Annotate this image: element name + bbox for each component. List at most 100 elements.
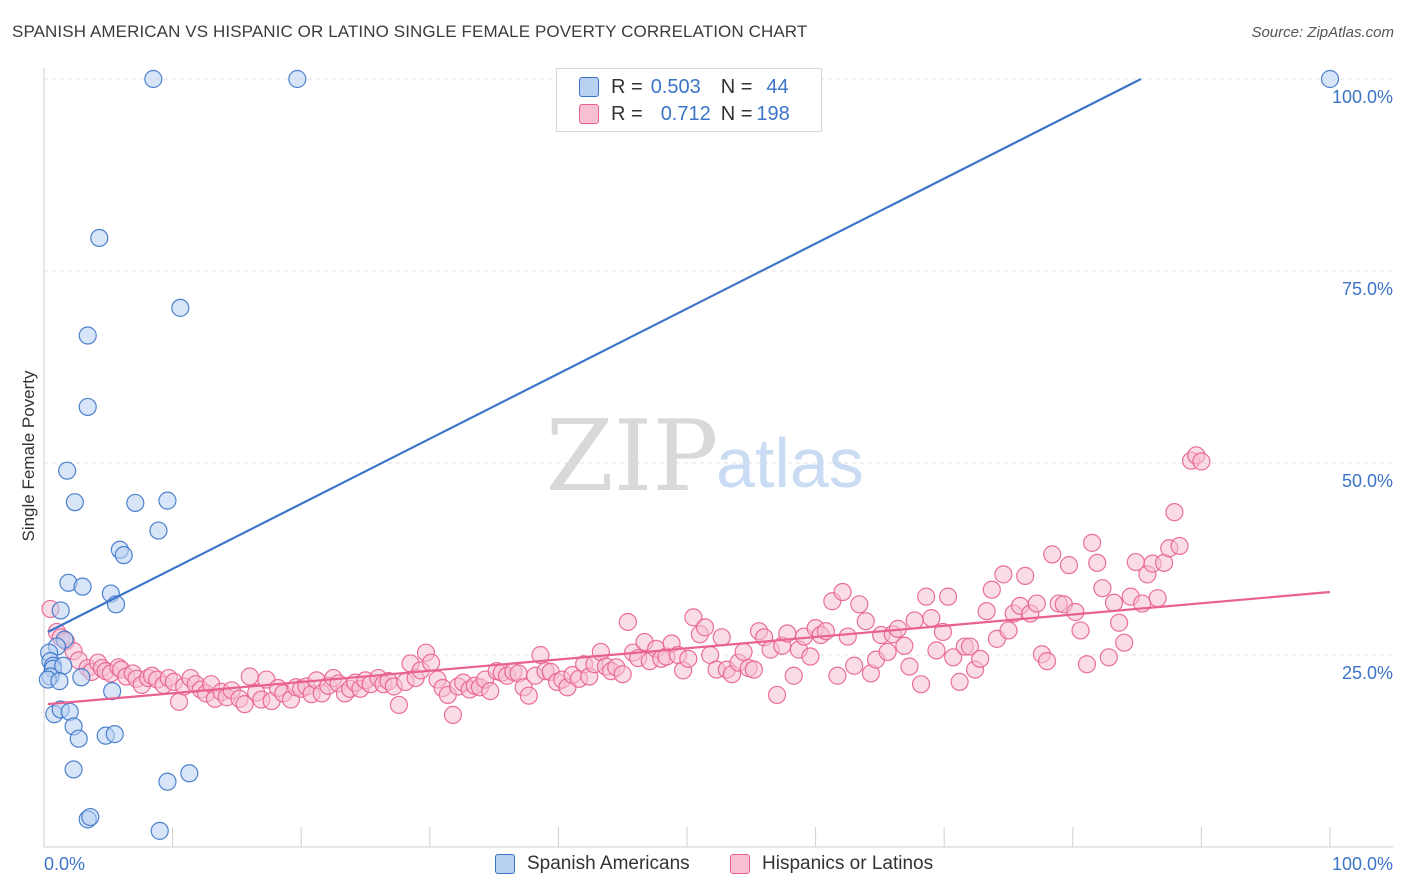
hispanics-point: [900, 657, 919, 676]
spanish-americans-point: [58, 461, 77, 480]
hispanics-trendline: [47, 590, 1331, 706]
legend-row-blue: R = 0.503 N = 44: [579, 74, 789, 100]
spanish-americans-point: [65, 493, 84, 512]
chart-title: SPANISH AMERICAN VS HISPANIC OR LATINO S…: [12, 22, 808, 41]
hispanics-point: [1066, 602, 1085, 622]
legend-n-pink: 198: [756, 102, 790, 125]
hispanics-point: [1037, 652, 1057, 671]
spanish-americans-point: [78, 326, 97, 345]
watermark: ZIP atlas: [546, 400, 864, 514]
correlation-legend: R = 0.503 N = 44 R = 0.712 N = 198: [556, 68, 822, 132]
hispanics-point: [845, 656, 864, 675]
hispanics-point: [895, 636, 914, 655]
spanish-americans-point: [69, 729, 88, 748]
hispanics-point: [531, 645, 550, 665]
legend-r-label: R =: [611, 102, 643, 125]
hispanics-point: [833, 582, 852, 602]
hispanics-point: [744, 660, 763, 679]
hispanics-point: [443, 705, 463, 725]
hispanics-point: [878, 642, 897, 662]
legend-n-label: N =: [720, 102, 753, 125]
spanish-americans-point: [158, 772, 177, 791]
spanish-americans-point: [72, 668, 91, 687]
hispanics-point: [1104, 593, 1124, 612]
hispanics-point: [1077, 655, 1097, 674]
hispanics-point: [734, 642, 753, 662]
hispanics-point: [1165, 503, 1184, 522]
hispanics-point: [950, 672, 969, 691]
hispanics-point: [960, 637, 980, 656]
x-tick-label-right: 100.0%: [1332, 854, 1393, 874]
spanish-americans-point: [50, 672, 69, 691]
hispanics-point: [519, 686, 538, 705]
hispanics-point: [784, 666, 803, 685]
legend-n-blue: 44: [766, 75, 789, 98]
hispanics-point: [838, 627, 857, 646]
x-tick-label-left: 0.0%: [44, 854, 85, 874]
hispanics-point: [1071, 621, 1090, 640]
spanish-americans-point: [1320, 69, 1340, 89]
hispanics-point: [1148, 589, 1167, 608]
spanish-americans-point: [73, 577, 92, 596]
hispanics-point: [389, 695, 409, 715]
y-tick-label: 100.0%: [1332, 87, 1393, 107]
hispanics-point: [856, 612, 875, 631]
legend-r-pink: 0.712: [660, 102, 711, 125]
hispanics-point: [1192, 452, 1211, 471]
hispanics-point: [613, 665, 632, 684]
hispanics-points: [41, 446, 1211, 725]
spanish-americans-point: [114, 546, 133, 565]
hispanics-point: [999, 621, 1018, 640]
hispanics-point: [927, 641, 946, 660]
hispanics-point: [971, 649, 990, 668]
legend-n-label: N =: [720, 75, 753, 98]
hispanics-point: [1170, 536, 1189, 556]
hispanics-point: [933, 622, 953, 642]
spanish-americans-point: [144, 69, 163, 89]
legend-swatch-pink: [579, 104, 599, 124]
hispanics-point: [828, 666, 847, 685]
hispanics-point: [767, 685, 787, 705]
spanish-americans-point: [51, 601, 70, 620]
spanish-americans-point: [105, 725, 124, 744]
bottom-legend-label-blue: Spanish Americans: [527, 853, 690, 874]
axes: [43, 68, 1393, 848]
bottom-legend-swatch-blue: [495, 854, 515, 874]
spanish-americans-point: [90, 228, 109, 248]
hispanics-point: [850, 595, 869, 614]
source-label: Source: ZipAtlas.com: [1251, 24, 1394, 41]
hispanics-point: [977, 602, 996, 621]
spanish-americans-point: [180, 764, 199, 783]
spanish-americans-point: [171, 298, 190, 317]
bottom-legend-hispanics: Hispanics or Latinos: [730, 851, 933, 877]
hispanics-point: [982, 580, 1001, 599]
spanish-americans-point: [158, 491, 177, 510]
bottom-legend-label-pink: Hispanics or Latinos: [762, 853, 934, 874]
spanish-americans-point: [64, 760, 83, 779]
hispanics-point: [240, 667, 259, 686]
bottom-legend-spanish-americans: Spanish Americans: [495, 851, 690, 877]
hispanics-point: [679, 649, 698, 668]
y-tick-label: 50.0%: [1342, 471, 1393, 491]
hispanics-point: [169, 692, 189, 711]
spanish-americans-point: [78, 397, 97, 417]
spanish-americans-point: [288, 69, 307, 89]
grid-lines: [44, 78, 1393, 656]
spanish-americans-point: [149, 521, 168, 540]
y-tick-label: 75.0%: [1342, 279, 1393, 299]
spanish-americans-point: [126, 493, 145, 513]
hispanics-point: [235, 695, 254, 714]
spanish-americans-trendline: [47, 78, 1142, 633]
spanish-americans-point: [150, 821, 169, 840]
spanish-americans-point: [81, 807, 100, 827]
hispanics-point: [944, 648, 963, 667]
watermark-atlas: atlas: [716, 424, 864, 502]
bottom-legend-swatch-pink: [730, 854, 750, 874]
legend-swatch-blue: [579, 77, 599, 97]
hispanics-point: [905, 611, 924, 630]
watermark-zip: ZIP: [546, 400, 719, 514]
y-axis-label: Single Female Poverty: [19, 370, 38, 542]
hispanics-point: [994, 565, 1013, 584]
hispanics-point: [1088, 553, 1107, 572]
